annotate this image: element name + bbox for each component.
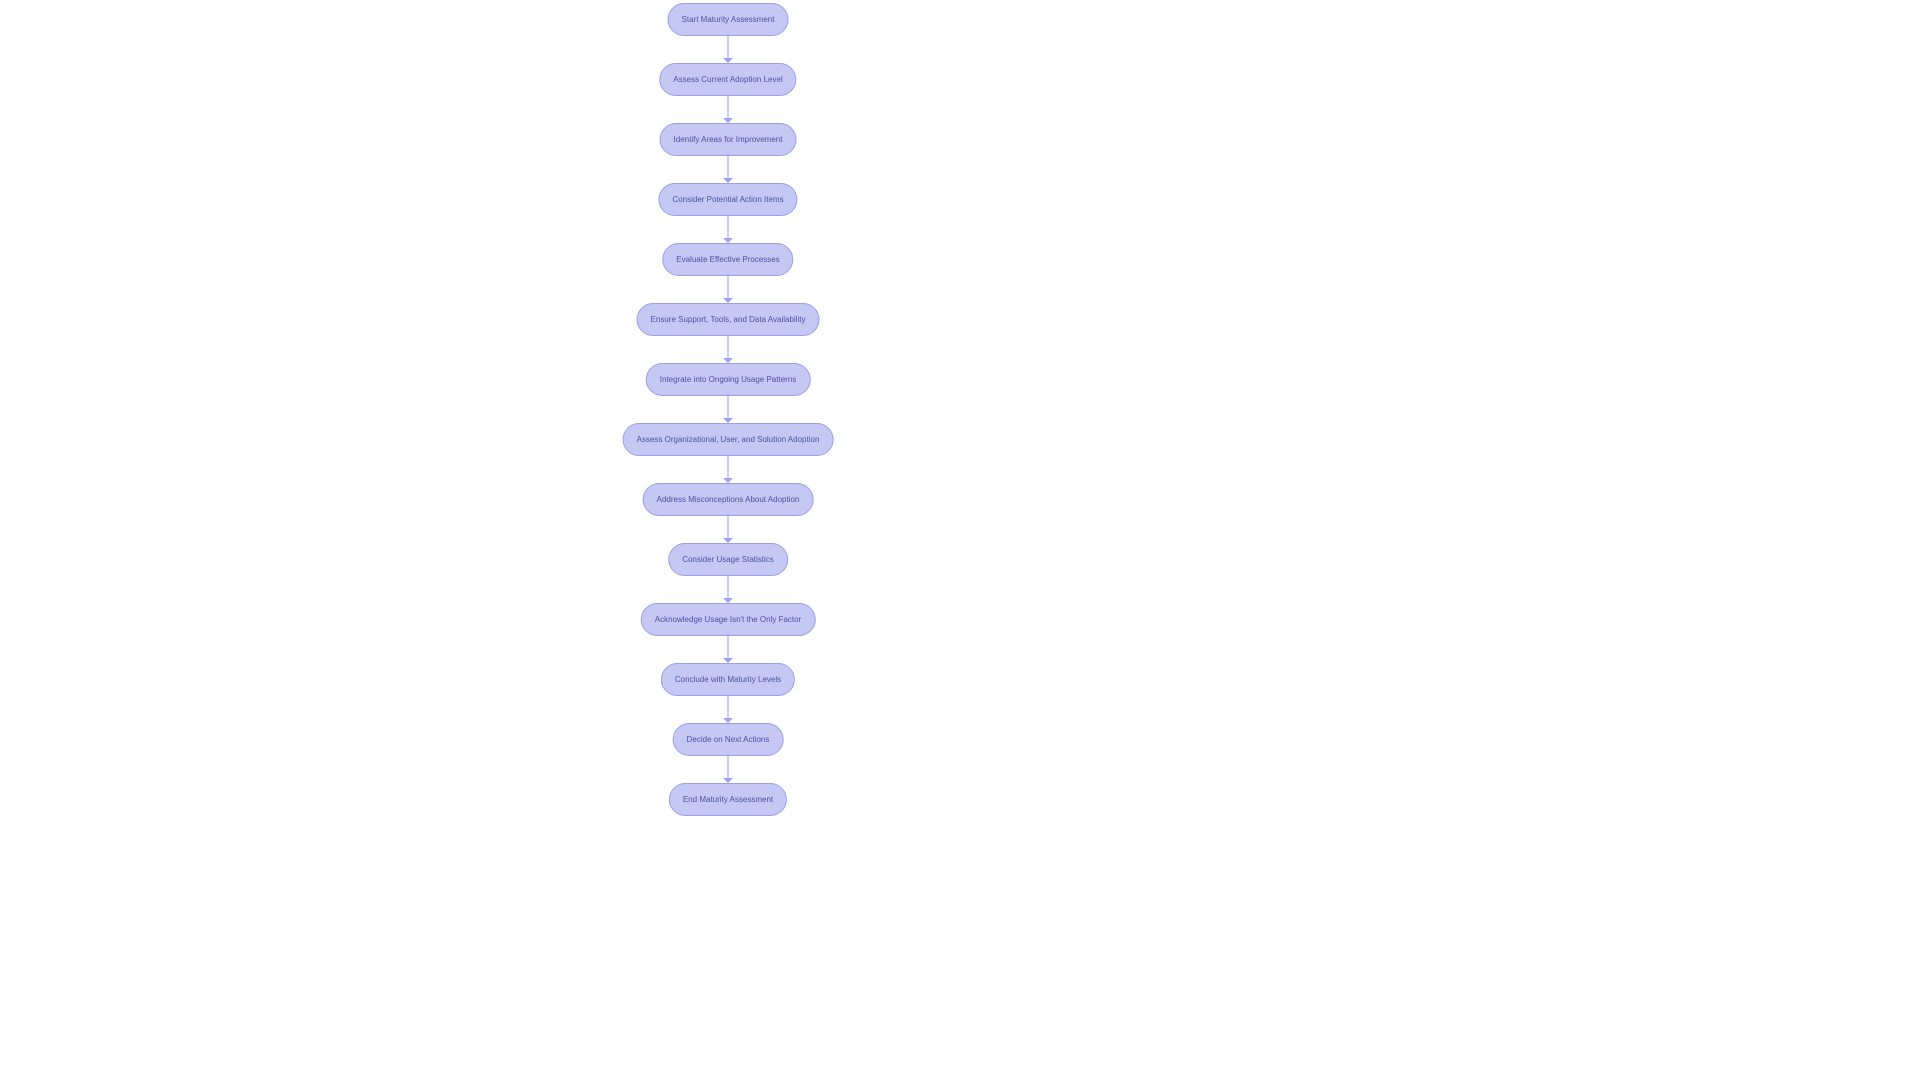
flowchart-arrow <box>728 276 729 298</box>
flowchart-node-label: Acknowledge Usage Isn't the Only Factor <box>655 615 802 624</box>
flowchart-arrowhead-icon <box>723 538 733 543</box>
flowchart-arrowhead-icon <box>723 118 733 123</box>
flowchart-arrow <box>728 576 729 598</box>
flowchart-node: Identify Areas for Improvement <box>660 123 797 156</box>
flowchart-arrow <box>728 96 729 118</box>
flowchart-arrow <box>728 756 729 778</box>
flowchart-node-label: Consider Potential Action Items <box>672 195 783 204</box>
flowchart-arrowhead-icon <box>723 778 733 783</box>
flowchart-node: Consider Potential Action Items <box>658 183 797 216</box>
flowchart-node-label: Evaluate Effective Processes <box>676 255 779 264</box>
flowchart-node-label: End Maturity Assessment <box>683 795 773 804</box>
flowchart-node: Decide on Next Actions <box>673 723 784 756</box>
flowchart-node-label: Assess Organizational, User, and Solutio… <box>637 435 820 444</box>
flowchart-node: Start Maturity Assessment <box>668 3 789 36</box>
flowchart-arrow <box>728 456 729 478</box>
flowchart-arrowhead-icon <box>723 238 733 243</box>
flowchart-node: Ensure Support, Tools, and Data Availabi… <box>637 303 820 336</box>
flowchart-arrowhead-icon <box>723 58 733 63</box>
flowchart-node-label: Conclude with Maturity Levels <box>675 675 781 684</box>
flowchart-arrow <box>728 396 729 418</box>
flowchart-arrow <box>728 156 729 178</box>
flowchart-node: Assess Organizational, User, and Solutio… <box>623 423 834 456</box>
flowchart-arrow <box>728 336 729 358</box>
flowchart-arrow <box>728 36 729 58</box>
flowchart-arrowhead-icon <box>723 598 733 603</box>
flowchart-node: Acknowledge Usage Isn't the Only Factor <box>641 603 816 636</box>
flowchart-arrow <box>728 696 729 718</box>
flowchart-node: Evaluate Effective Processes <box>662 243 793 276</box>
flowchart-node-label: Consider Usage Statistics <box>682 555 774 564</box>
flowchart-node-label: Address Misconceptions About Adoption <box>657 495 800 504</box>
flowchart-arrow <box>728 216 729 238</box>
flowchart-node-label: Decide on Next Actions <box>687 735 770 744</box>
flowchart-node-label: Assess Current Adoption Level <box>673 75 782 84</box>
flowchart-node: Assess Current Adoption Level <box>659 63 796 96</box>
flowchart-arrowhead-icon <box>723 718 733 723</box>
flowchart-arrowhead-icon <box>723 178 733 183</box>
flowchart-node: Integrate into Ongoing Usage Patterns <box>646 363 811 396</box>
flowchart-node-label: Ensure Support, Tools, and Data Availabi… <box>651 315 806 324</box>
flowchart-arrowhead-icon <box>723 478 733 483</box>
flowchart-arrow <box>728 636 729 658</box>
flowchart-node: Conclude with Maturity Levels <box>661 663 795 696</box>
flowchart-arrowhead-icon <box>723 658 733 663</box>
flowchart-node-label: Integrate into Ongoing Usage Patterns <box>660 375 797 384</box>
flowchart-node-label: Start Maturity Assessment <box>682 15 775 24</box>
flowchart-arrowhead-icon <box>723 298 733 303</box>
maturity-assessment-flowchart: Start Maturity Assessment Assess Current … <box>0 0 1920 1080</box>
flowchart-node-label: Identify Areas for Improvement <box>674 135 783 144</box>
flowchart-arrow <box>728 516 729 538</box>
flowchart-node: Address Misconceptions About Adoption <box>643 483 814 516</box>
flowchart-arrowhead-icon <box>723 418 733 423</box>
flowchart-node: Consider Usage Statistics <box>668 543 788 576</box>
flowchart-arrowhead-icon <box>723 358 733 363</box>
flowchart-node: End Maturity Assessment <box>669 783 787 816</box>
